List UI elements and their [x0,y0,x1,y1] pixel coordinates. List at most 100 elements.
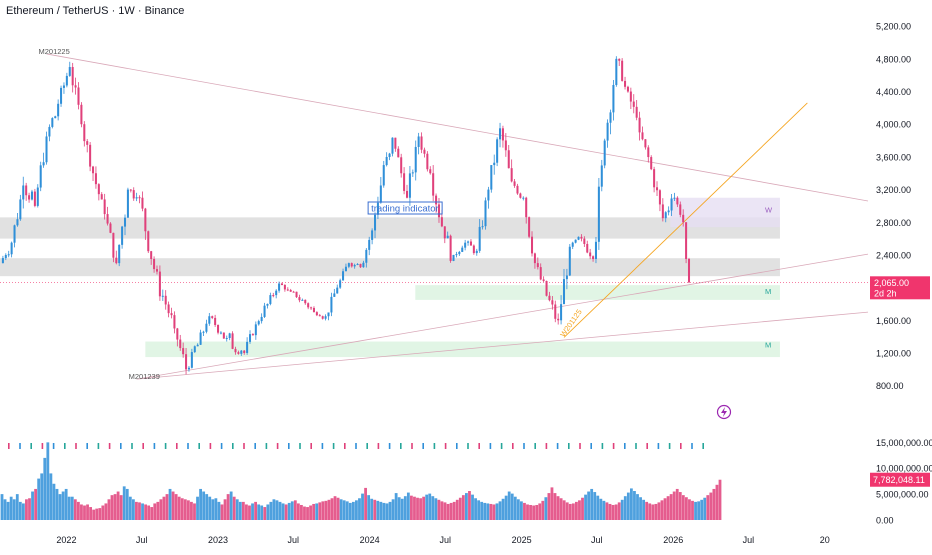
candle-body [501,128,504,141]
zone-purple-4 [670,197,780,228]
volume-bar [501,498,505,520]
time-tick-label: 2024 [360,535,380,545]
volume-bar [565,502,569,520]
volume-bar [605,502,609,520]
volume-bar [413,496,416,520]
candle-body [577,236,580,240]
volume-bar [110,495,114,520]
candle-body [676,197,679,205]
volume-bar [718,479,722,520]
volume-bar [177,496,181,520]
volume-bar [684,497,688,520]
candle-body [385,156,388,166]
volume-bar [700,499,704,520]
candle-body [542,279,545,281]
candle-body [571,242,574,247]
volume-bar [101,505,105,520]
volume-bar [153,503,157,520]
volume-bar [419,498,422,520]
candle-body [647,147,650,158]
signal-marker [164,443,167,449]
volume-bar [403,496,407,520]
candle-body [562,279,566,305]
candle-body [469,241,472,246]
volume-bar [422,496,426,520]
volume-bar [559,498,563,520]
candle-body [580,236,583,239]
volume-bar [532,505,536,520]
signal-marker [355,443,357,449]
volume-bar [125,488,129,520]
candle-body [115,257,118,264]
price-tick-label: 4,000.00 [876,120,911,130]
volume-bar [220,504,224,520]
volume-bar [43,457,47,520]
volume-bar [468,491,471,520]
candle-body [344,266,347,272]
volume-bar [296,503,300,520]
candle-body [16,219,19,226]
volume-bar [333,496,337,520]
volume-bar [431,496,435,520]
volume-bar [135,501,138,520]
candle-body [432,173,435,196]
candle-body [167,304,170,314]
candle-body [583,238,586,244]
candle-body [289,289,292,292]
volume-bar [568,503,572,520]
candle-body [196,344,199,347]
volume-bar [351,501,355,520]
candle-body [339,280,342,288]
volume-bar [581,497,584,520]
volume-bar [562,500,566,520]
candle-body [109,223,112,233]
candle-body [589,252,592,257]
volume-bar [324,500,328,520]
signal-marker [680,443,682,449]
volume-bar [425,494,429,520]
time-tick-label: 2022 [56,535,76,545]
volume-bar [306,507,309,520]
volume-bar [379,501,383,520]
signal-marker [411,443,413,449]
price-tick-label: 2,800.00 [876,218,911,228]
time-tick-label: Jul [439,535,451,545]
candle-body [214,317,217,325]
volume-bar [388,501,392,520]
volume-bar [571,503,575,520]
price-tick-label: 2,400.00 [876,250,911,260]
signal-marker [41,443,44,449]
annotation-label: trading indicator [371,204,439,215]
candle-body [682,214,685,223]
volume-bar [165,494,169,520]
volume-bar [25,499,28,520]
volume-bar [678,492,682,520]
signal-marker [433,443,436,449]
signal-marker [75,443,77,449]
candle-body [77,87,80,105]
signal-marker [52,443,55,449]
trend-line-1 [136,253,869,380]
candle-body [48,126,51,137]
volume-bar [529,504,532,520]
current-price-label: 2,065.00 [874,278,909,288]
volume-bar [406,492,410,520]
volume-bar [67,496,71,520]
candle-body [481,226,484,228]
volume-bar [510,493,514,520]
candle-body [568,246,571,276]
volume-bar [449,502,453,520]
volume-bar [440,501,444,520]
volume-bar [83,505,86,520]
volume-bar [492,504,496,520]
volume-bar [309,505,312,520]
volume-bar [553,493,557,520]
volume-bar [150,507,154,520]
candle-body [635,106,638,118]
volume-bar [486,503,490,520]
candle-body [609,112,612,123]
candle-body [621,60,624,81]
candle-body [458,251,461,255]
candle-body [118,244,121,264]
